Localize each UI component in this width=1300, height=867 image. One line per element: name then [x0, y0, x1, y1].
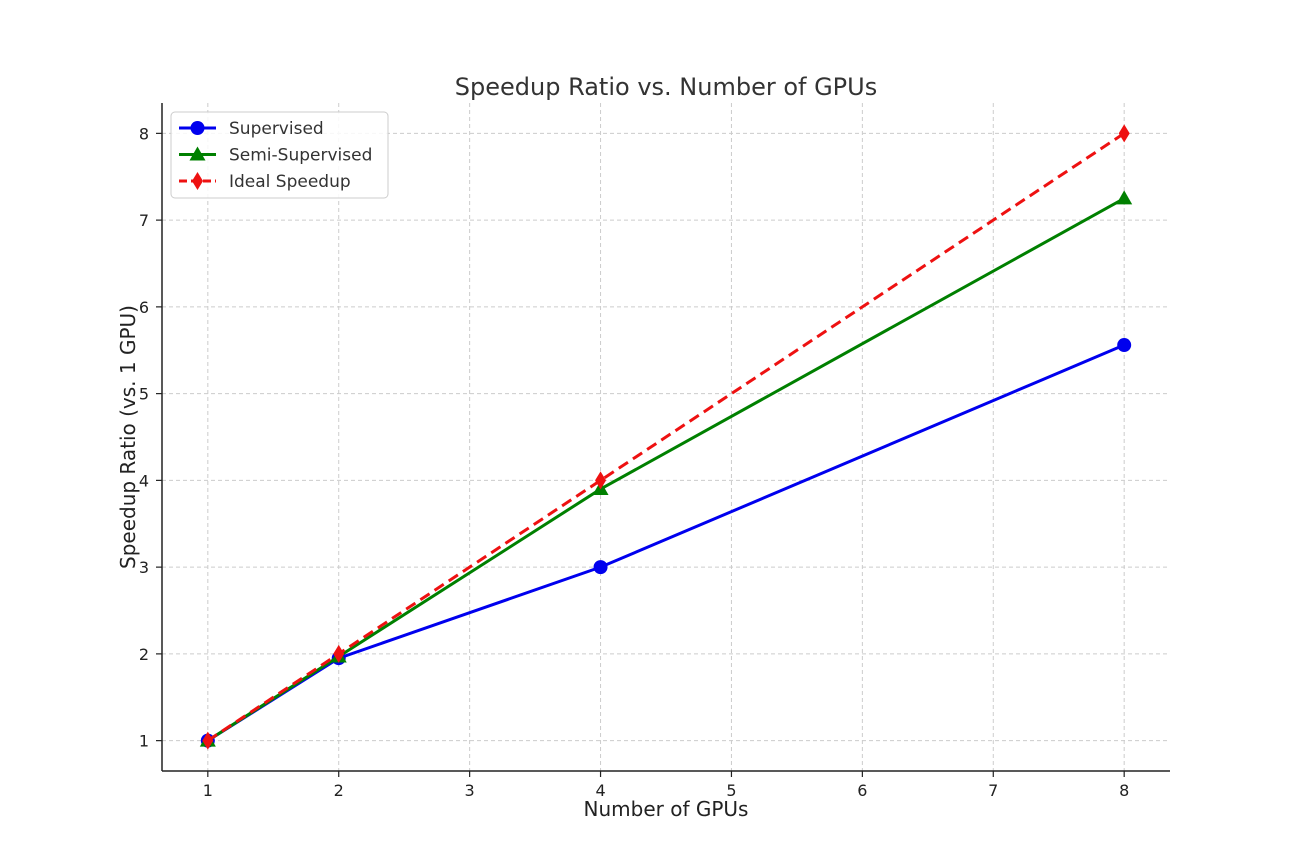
legend-box: [170, 111, 389, 199]
y-tick-label: 6: [139, 298, 149, 317]
legend-label: Ideal Speedup: [229, 172, 351, 192]
data-point: [593, 560, 608, 575]
data-point: [1118, 124, 1130, 143]
y-tick-label: 5: [139, 385, 149, 404]
x-tick-label: 6: [857, 781, 867, 800]
legend-marker: [190, 121, 205, 135]
data-point: [595, 471, 607, 490]
data-point: [202, 731, 214, 750]
series-line: [207, 343, 1125, 742]
x-tick-label: 1: [203, 781, 213, 800]
legend-marker: [192, 172, 203, 190]
series: [199, 124, 1133, 750]
legend-label: Supervised: [229, 119, 324, 139]
y-tick-label: 4: [139, 471, 149, 490]
y-tick-label: 2: [139, 645, 149, 664]
y-axis-label: Speedup Ratio (vs. 1 GPU): [116, 305, 140, 569]
y-tick-label: 1: [139, 732, 149, 751]
y-tick-label: 7: [139, 211, 149, 230]
y-tick-label: 8: [139, 124, 149, 143]
legend: Supervised Semi-Supervised Ideal Speedup: [170, 111, 389, 199]
legend-label: Semi-Supervised: [229, 146, 372, 166]
y-ticks: 1 2 3 4 5 6 7 8: [139, 124, 162, 751]
axes: [161, 103, 1170, 772]
series-ideal-speedup: [202, 124, 1130, 750]
legend-marker: [189, 146, 206, 161]
x-tick-label: 3: [465, 781, 475, 800]
data-point: [1116, 190, 1133, 205]
data-point: [1117, 338, 1132, 353]
series-line: [206, 132, 1126, 742]
x-tick-label: 7: [988, 781, 998, 800]
x-tick-label: 4: [595, 781, 605, 800]
x-tick-label: 2: [334, 781, 344, 800]
x-axis-label: Number of GPUs: [584, 797, 749, 821]
series-supervised: [200, 338, 1132, 748]
x-ticks: 1 2 3 4 5 6 7 8: [203, 771, 1129, 800]
x-tick-label: 5: [726, 781, 736, 800]
data-point: [333, 644, 345, 663]
chart-title: Speedup Ratio vs. Number of GPUs: [455, 73, 877, 101]
x-tick-label: 8: [1119, 781, 1129, 800]
y-tick-label: 3: [139, 558, 149, 577]
